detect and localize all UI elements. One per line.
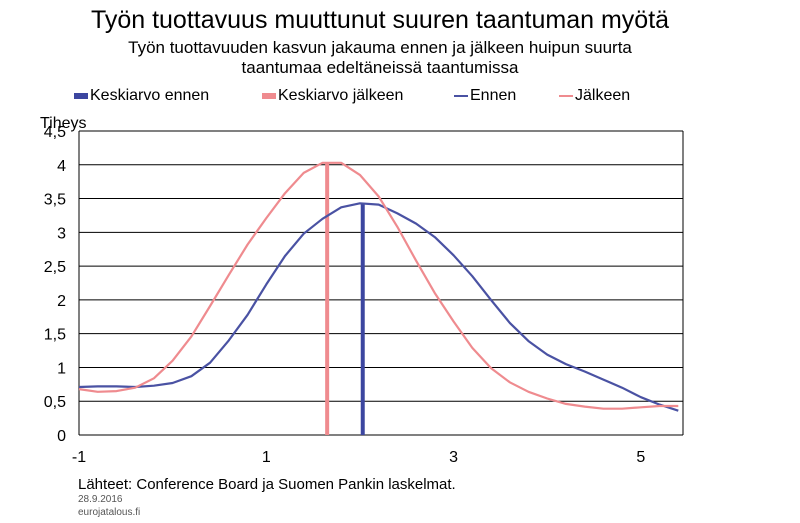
y-tick-label: 3 [57,225,66,242]
y-axis-label: Tiheys [40,115,87,132]
legend-label-after: Jälkeen [575,87,631,104]
y-tick-label: 4,5 [44,124,66,141]
series-line-before [78,202,679,412]
legend-label-before-mean: Keskiarvo ennen [90,87,210,104]
legend-swatch-before [454,95,468,97]
source-note: Lähteet: Conference Board ja Suomen Pank… [78,476,456,493]
subtitle-line-1: Työn tuottavuuden kasvun jakauma ennen j… [128,38,632,57]
site-note: eurojatalous.fi [78,507,141,518]
x-tick-label: -1 [72,449,86,466]
legend-swatch-after-mean [262,93,276,99]
chart-legend: Keskiarvo ennen Keskiarvo jälkeen Ennen … [0,87,800,109]
legend-item-before: Ennen [454,87,516,105]
legend-swatch-before-mean [74,93,88,99]
x-tick-label: 3 [449,449,458,466]
y-tick-label: 4 [57,158,66,175]
y-tick-label: 1,5 [44,327,66,344]
chart-title: Työn tuottavuus muuttunut suuren taantum… [90,6,670,34]
y-tick-label: 3,5 [44,192,66,209]
legend-item-after: Jälkeen [559,87,630,105]
x-tick-label: 5 [636,449,645,466]
date-note: 28.9.2016 [78,494,123,505]
series-line-after [78,161,679,410]
legend-item-after-mean: Keskiarvo jälkeen [262,87,403,105]
legend-label-before: Ennen [470,87,517,104]
y-tick-label: 0,5 [44,394,66,411]
legend-item-before-mean: Keskiarvo ennen [74,87,209,105]
legend-swatch-after [559,95,573,97]
x-tick-label: 1 [262,449,271,466]
chart-subtitle: Työn tuottavuuden kasvun jakauma ennen j… [0,38,760,78]
y-tick-label: 1 [57,360,66,377]
subtitle-line-2: taantumaa edeltäneissä taantumissa [241,58,519,77]
y-tick-label: 0 [57,428,66,445]
y-tick-label: 2 [57,293,66,310]
y-tick-label: 2,5 [44,259,66,276]
legend-label-after-mean: Keskiarvo jälkeen [278,87,404,104]
